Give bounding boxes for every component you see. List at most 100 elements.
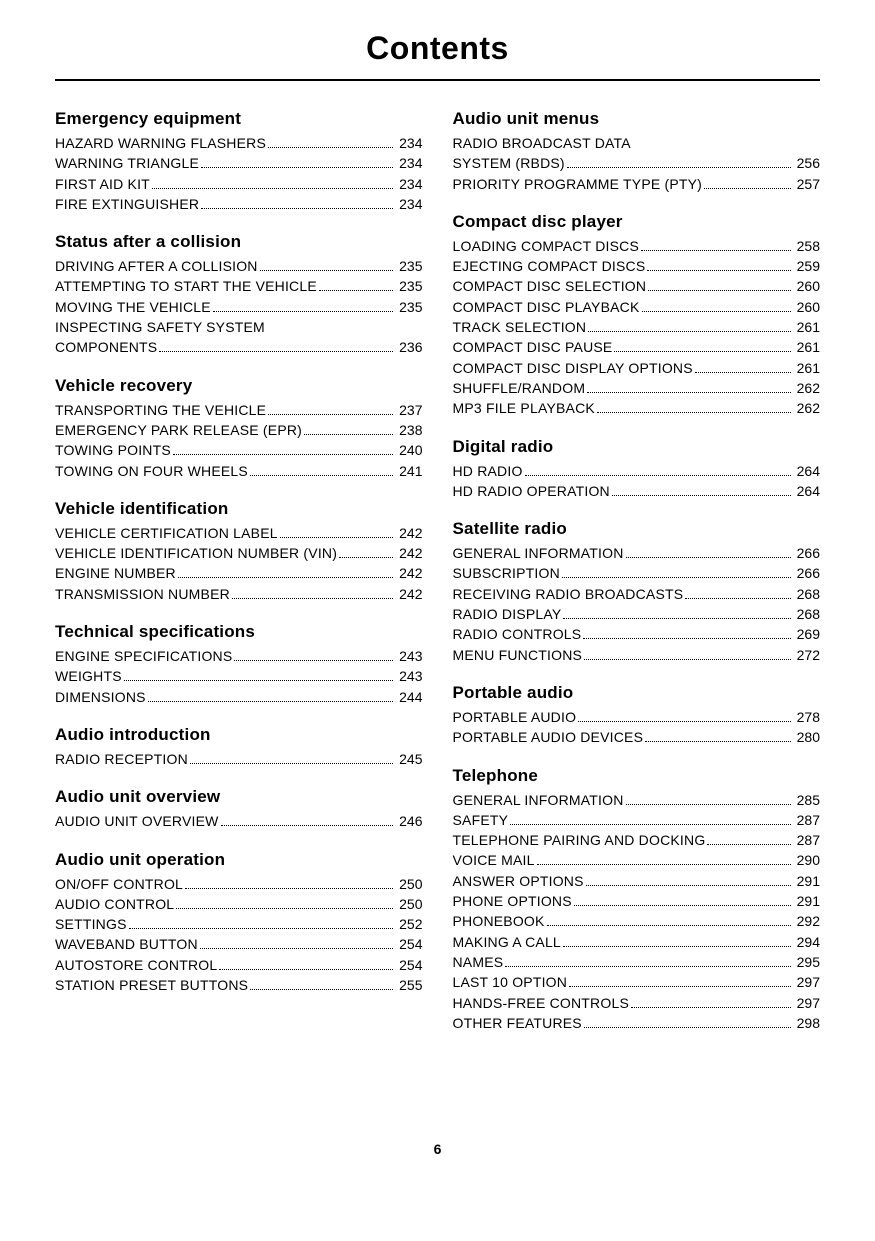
dot-leader — [685, 598, 790, 599]
toc-entry: NAMES295 — [453, 952, 821, 972]
toc-entry: ON/OFF CONTROL250 — [55, 874, 423, 894]
dot-leader — [562, 577, 791, 578]
page-number: 6 — [55, 1141, 820, 1157]
section-heading: Audio unit operation — [55, 850, 423, 870]
dot-leader — [614, 351, 790, 352]
dot-leader — [232, 598, 393, 599]
dot-leader — [578, 721, 790, 722]
toc-entry-page: 297 — [795, 972, 820, 992]
toc-entry-page: 257 — [795, 174, 820, 194]
toc-entry-label: GENERAL INFORMATION — [453, 790, 624, 810]
toc-entry: SUBSCRIPTION266 — [453, 563, 821, 583]
toc-entry: VEHICLE CERTIFICATION LABEL 242 — [55, 523, 423, 543]
toc-entry-label: ENGINE NUMBER — [55, 563, 176, 583]
toc-entry: ANSWER OPTIONS291 — [453, 871, 821, 891]
toc-entry-label: SHUFFLE/RANDOM — [453, 378, 586, 398]
toc-entry: GENERAL INFORMATION266 — [453, 543, 821, 563]
toc-entry-page: 298 — [795, 1013, 820, 1033]
toc-entry-label: RADIO CONTROLS — [453, 624, 582, 644]
dot-leader — [563, 618, 790, 619]
toc-entry-page: 242 — [397, 523, 422, 543]
toc-entry-page: 252 — [397, 914, 422, 934]
dot-leader — [219, 969, 393, 970]
toc-entry-page: 234 — [397, 153, 422, 173]
section-heading: Emergency equipment — [55, 109, 423, 129]
dot-leader — [583, 638, 790, 639]
toc-entry: VOICE MAIL290 — [453, 850, 821, 870]
toc-entry: EMERGENCY PARK RELEASE (EPR)238 — [55, 420, 423, 440]
toc-entry: SHUFFLE/RANDOM262 — [453, 378, 821, 398]
toc-entry: RADIO DISPLAY268 — [453, 604, 821, 624]
dot-leader — [647, 270, 790, 271]
toc-entry-page: 290 — [795, 850, 820, 870]
toc-entry-label: FIRE EXTINGUISHER — [55, 194, 199, 214]
toc-entry-label: AUTOSTORE CONTROL — [55, 955, 217, 975]
toc-entry: TRACK SELECTION261 — [453, 317, 821, 337]
toc-entry: LOADING COMPACT DISCS258 — [453, 236, 821, 256]
toc-entry-page: 260 — [795, 276, 820, 296]
toc-entry-page: 272 — [795, 645, 820, 665]
dot-leader — [190, 763, 393, 764]
section-heading: Satellite radio — [453, 519, 821, 539]
toc-entry-page: 292 — [795, 911, 820, 931]
dot-leader — [645, 741, 791, 742]
toc-entry: ATTEMPTING TO START THE VEHICLE235 — [55, 276, 423, 296]
toc-entry-page: 287 — [795, 830, 820, 850]
dot-leader — [260, 270, 394, 271]
toc-entry-label: HD RADIO OPERATION — [453, 481, 610, 501]
dot-leader — [152, 188, 393, 189]
toc-entry-page: 238 — [397, 420, 422, 440]
dot-leader — [704, 188, 791, 189]
section-heading: Vehicle identification — [55, 499, 423, 519]
toc-entry-label: VEHICLE CERTIFICATION LABEL — [55, 523, 278, 543]
dot-leader — [304, 434, 393, 435]
toc-section: Portable audioPORTABLE AUDIO278PORTABLE … — [453, 683, 821, 748]
toc-entry-label: ENGINE SPECIFICATIONS — [55, 646, 232, 666]
toc-entry-page: 246 — [397, 811, 422, 831]
toc-entry: FIRST AID KIT234 — [55, 174, 423, 194]
toc-entry: TOWING ON FOUR WHEELS241 — [55, 461, 423, 481]
toc-entry: FIRE EXTINGUISHER234 — [55, 194, 423, 214]
toc-entry-label: VEHICLE IDENTIFICATION NUMBER (VIN) — [55, 543, 337, 563]
toc-entry-label: HD RADIO — [453, 461, 523, 481]
toc-entry-page: 242 — [397, 584, 422, 604]
toc-entry: TRANSPORTING THE VEHICLE 237 — [55, 400, 423, 420]
toc-entry: VEHICLE IDENTIFICATION NUMBER (VIN)242 — [55, 543, 423, 563]
dot-leader — [505, 966, 790, 967]
toc-entry-page: 237 — [397, 400, 422, 420]
page-title: Contents — [55, 30, 820, 81]
toc-entry-page: 266 — [795, 543, 820, 563]
toc-entry-label: TRANSPORTING THE VEHICLE — [55, 400, 266, 420]
dot-leader — [201, 167, 393, 168]
toc-entry-label: SETTINGS — [55, 914, 127, 934]
toc-entry-label: ON/OFF CONTROL — [55, 874, 183, 894]
section-heading: Telephone — [453, 766, 821, 786]
toc-entry-label: EJECTING COMPACT DISCS — [453, 256, 646, 276]
toc-entry-page: 269 — [795, 624, 820, 644]
toc-entry-label: STATION PRESET BUTTONS — [55, 975, 248, 995]
toc-entry: PHONEBOOK 292 — [453, 911, 821, 931]
section-heading: Status after a collision — [55, 232, 423, 252]
toc-entry-page: 268 — [795, 584, 820, 604]
toc-entry-label: HAZARD WARNING FLASHERS — [55, 133, 266, 153]
toc-entry: AUTOSTORE CONTROL254 — [55, 955, 423, 975]
toc-entry-label: TRACK SELECTION — [453, 317, 587, 337]
dot-leader — [586, 885, 791, 886]
toc-entry-page: 235 — [397, 297, 422, 317]
toc-section: Technical specificationsENGINE SPECIFICA… — [55, 622, 423, 707]
toc-entry-page: 280 — [795, 727, 820, 747]
toc-entry-label: PORTABLE AUDIO DEVICES — [453, 727, 644, 747]
toc-entry-label: RADIO DISPLAY — [453, 604, 562, 624]
dot-leader — [563, 946, 791, 947]
toc-entry: COMPONENTS236 — [55, 337, 423, 357]
dot-leader — [626, 557, 791, 558]
toc-section: TelephoneGENERAL INFORMATION285SAFETY287… — [453, 766, 821, 1034]
toc-entry-page: 234 — [397, 174, 422, 194]
toc-section: Audio unit menusRADIO BROADCAST DATASYST… — [453, 109, 821, 194]
toc-entry-page: 235 — [397, 256, 422, 276]
toc-entry: COMPACT DISC PAUSE261 — [453, 337, 821, 357]
toc-section: Audio unit overviewAUDIO UNIT OVERVIEW24… — [55, 787, 423, 831]
toc-entry-page: 264 — [795, 481, 820, 501]
dot-leader — [612, 495, 791, 496]
toc-entry-label: PHONEBOOK — [453, 911, 545, 931]
